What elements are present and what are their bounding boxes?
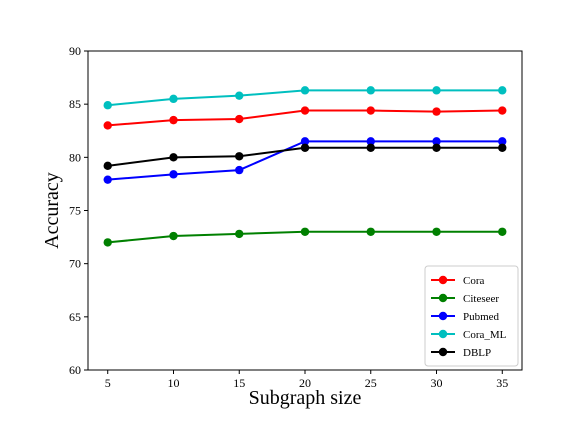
legend-swatch-marker xyxy=(438,275,448,285)
x-tick-label: 10 xyxy=(167,376,179,390)
x-tick-label: 20 xyxy=(299,376,311,390)
series-dblp xyxy=(103,143,507,171)
legend-swatch-marker xyxy=(438,311,448,321)
legend-entry-dblp: DBLP xyxy=(431,347,491,359)
x-tick-label: 15 xyxy=(233,376,245,390)
data-point-cora xyxy=(300,106,310,115)
data-point-cora xyxy=(498,106,507,115)
x-tick-label: 25 xyxy=(365,376,377,390)
data-point-cora xyxy=(169,115,178,125)
y-tick-label: 70 xyxy=(69,257,81,271)
x-tick-label: 5 xyxy=(105,376,111,390)
data-point-pubmed xyxy=(235,165,244,175)
y-tick-label: 90 xyxy=(69,44,81,58)
data-point-pubmed xyxy=(103,175,112,184)
data-point-pubmed xyxy=(498,137,507,146)
legend-label: Citeseer xyxy=(463,293,499,305)
series-pubmed xyxy=(103,137,507,184)
legend-entry-citeseer: Citeseer xyxy=(431,293,499,305)
data-point-citeseer xyxy=(169,231,178,241)
legend-entry-cora: Cora xyxy=(431,275,485,287)
legend-label: Cora_ML xyxy=(463,329,507,341)
series-cora-ml xyxy=(103,86,507,110)
data-point-dblp xyxy=(103,161,112,171)
legend: Cora Citeseer Pubmed Cora_ML DBLP xyxy=(424,265,519,367)
legend-label: DBLP xyxy=(463,347,491,359)
data-point-cora xyxy=(103,121,112,130)
legend-swatch-marker xyxy=(438,329,448,339)
y-tick-label: 60 xyxy=(69,363,81,377)
data-point-citeseer xyxy=(432,227,441,236)
legend-swatch-marker xyxy=(438,293,448,303)
legend-label: Pubmed xyxy=(463,311,500,323)
x-axis-label: Subgraph size xyxy=(249,387,362,409)
data-point-citeseer xyxy=(300,227,310,236)
data-point-cora xyxy=(432,107,441,116)
y-tick-label: 80 xyxy=(69,150,81,164)
data-point-dblp xyxy=(366,143,375,152)
data-point-citeseer xyxy=(103,238,112,247)
data-point-dblp xyxy=(300,143,310,152)
data-point-cora-ml xyxy=(498,86,507,95)
y-tick-label: 65 xyxy=(69,310,81,324)
data-point-cora-ml xyxy=(103,101,112,110)
data-point-cora-ml xyxy=(432,86,441,95)
data-point-citeseer xyxy=(366,227,375,236)
data-point-pubmed xyxy=(300,137,310,146)
legend-box xyxy=(424,265,519,367)
legend-label: Cora xyxy=(463,275,485,287)
data-point-dblp xyxy=(169,153,178,162)
data-point-pubmed xyxy=(366,137,375,146)
data-point-cora-ml xyxy=(366,86,375,95)
series-lines xyxy=(103,86,507,247)
series-cora xyxy=(103,106,507,130)
legend-swatch-marker xyxy=(438,347,448,357)
data-point-pubmed xyxy=(432,137,441,146)
data-point-citeseer xyxy=(235,229,244,239)
data-point-cora-ml xyxy=(235,91,244,100)
data-point-cora xyxy=(235,114,244,124)
x-tick-label: 30 xyxy=(431,376,443,390)
legend-entry-cora-ml: Cora_ML xyxy=(431,329,507,341)
data-point-pubmed xyxy=(169,170,178,179)
data-point-cora-ml xyxy=(300,86,310,95)
y-tick-label: 85 xyxy=(69,97,81,111)
data-point-cora xyxy=(366,106,375,115)
data-point-dblp xyxy=(432,143,441,152)
series-citeseer xyxy=(103,227,507,247)
data-point-cora-ml xyxy=(169,94,178,104)
legend-entry-pubmed: Pubmed xyxy=(431,311,500,323)
data-point-dblp xyxy=(235,152,244,161)
x-tick-label: 35 xyxy=(496,376,508,390)
plot-frame xyxy=(87,50,523,371)
data-point-dblp xyxy=(498,143,507,152)
data-point-citeseer xyxy=(498,227,507,236)
y-axis-label: Accuracy xyxy=(41,172,63,249)
y-tick-label: 75 xyxy=(69,204,81,218)
axis-ticks: 5 10 15 20 25 30 35 60 65 70 75 80 85 90 xyxy=(69,44,508,390)
